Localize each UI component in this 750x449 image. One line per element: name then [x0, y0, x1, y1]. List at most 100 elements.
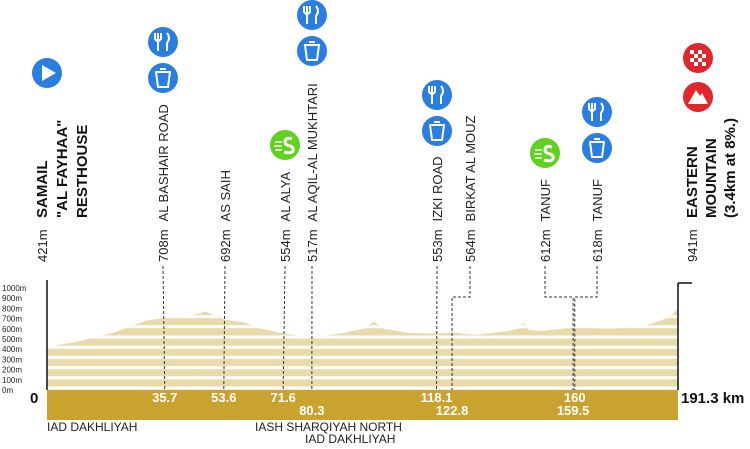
icon-circle [582, 97, 612, 127]
finish-name: EASTERN [684, 146, 701, 218]
region-label: IAD DAKHLIYAH [305, 432, 395, 446]
icon-circle [422, 116, 452, 146]
icon-glyph [154, 68, 172, 88]
km-label: 122.8 [436, 403, 469, 418]
icon-circle [148, 27, 178, 57]
icon-circle [297, 0, 327, 30]
waypoint-label: 708m AL BASHAIR ROAD [156, 104, 171, 262]
icon-glyph [303, 41, 321, 61]
y-tick-label: 700m [2, 315, 22, 324]
icon-glyph [694, 54, 698, 58]
km-label: 0 [30, 390, 38, 407]
waypoint-label: 554m AL ALYA [278, 172, 293, 262]
icon-circle [582, 133, 612, 163]
y-tick-label: 900m [2, 294, 22, 303]
y-tick-label: 500m [2, 335, 22, 344]
y-tick-label: 0m [2, 386, 13, 395]
icon-glyph [698, 50, 702, 54]
icon-glyph [702, 54, 706, 58]
waypoint-line [223, 265, 226, 391]
waypoint-altitude: 618m [590, 229, 605, 262]
icon-circle [422, 80, 452, 110]
icon-play [32, 58, 62, 88]
y-tick-label: 300m [2, 355, 22, 364]
waypoint-altitude: 553m [430, 229, 445, 262]
start-altitude: 421m [35, 229, 50, 262]
waypoint-line [574, 266, 598, 390]
icon-glyph [694, 62, 698, 66]
waypoint-altitude: 564m [463, 229, 478, 262]
waypoint-line [282, 265, 286, 391]
waypoint-label: 553m IZKI ROAD [430, 156, 445, 262]
km-label: 160 [564, 390, 586, 405]
waypoint-line [544, 266, 574, 390]
km-label: 71.6 [271, 390, 296, 405]
waypoint-label: 618m TANUF [590, 179, 605, 262]
finish-name: MOUNTAIN [703, 138, 720, 218]
icon-sprint [530, 138, 560, 168]
waypoint-name: TANUF [538, 179, 553, 221]
start-name: SAMAIL [34, 161, 51, 219]
waypoint-label: 612m TANUF [538, 179, 553, 262]
y-tick-label: 100m [2, 376, 22, 385]
waypoint-name: BIRKAT AL MOUZ [463, 115, 478, 221]
y-tick-label: 1000m [2, 284, 27, 293]
icon-glyph [690, 58, 694, 62]
icon-circle [297, 36, 327, 66]
icon-waste [582, 133, 612, 163]
icon-glyph [42, 65, 56, 81]
waypoint-label: 692m AS SAIH [218, 170, 233, 262]
icon-feed [582, 97, 612, 127]
km-label: 53.6 [211, 390, 236, 405]
waypoint-altitude: 517m [305, 229, 320, 262]
icon-glyph [428, 85, 444, 104]
icon-glyph [688, 90, 708, 104]
region-label: IAD DAKHLIYAH [47, 420, 137, 434]
icon-feed [422, 80, 452, 110]
icon-glyph [428, 121, 446, 141]
waypoint-line [162, 265, 166, 391]
icon-sprint [270, 130, 300, 160]
km-label: 80.3 [299, 403, 324, 418]
finish-altitude: 941m [685, 229, 700, 262]
waypoint-name: AL ALYA [278, 172, 293, 222]
km-label: 191.3 km [681, 390, 744, 407]
icon-feed [297, 0, 327, 30]
y-tick-label: 600m [2, 325, 22, 334]
waypoint-name: AL BASHAIR ROAD [156, 104, 171, 221]
y-tick-label: 200m [2, 366, 22, 375]
waypoint-altitude: 612m [538, 229, 553, 262]
icon-glyph [702, 62, 706, 66]
icon-mountain [683, 82, 713, 112]
icon-glyph [154, 32, 170, 51]
icon-waste [297, 36, 327, 66]
km-band [47, 390, 678, 420]
y-tick-label: 400m [2, 345, 22, 354]
icon-glyph [588, 102, 604, 121]
waypoint-label: 564m BIRKAT AL MOUZ [463, 115, 478, 262]
icon-glyph [534, 149, 542, 159]
region-label: IASH SHARQIYAH NORTH [255, 420, 402, 434]
y-tick-label: 800m [2, 304, 22, 313]
icon-glyph [274, 141, 282, 151]
icon-glyph [283, 136, 295, 155]
finish-name: (3.4km at 8%.) [722, 118, 739, 218]
km-label: 35.7 [152, 390, 177, 405]
waypoint-line [451, 266, 471, 390]
elevation-profile [47, 308, 678, 390]
waypoint-name: AS SAIH [218, 170, 233, 221]
waypoint-name: TANUF [590, 179, 605, 221]
icon-waste [422, 116, 452, 146]
km-label: 159.5 [557, 403, 590, 418]
start-name: RESTHOUSE [74, 125, 91, 218]
icon-feed [148, 27, 178, 57]
icon-glyph [698, 58, 702, 62]
waypoint-label: 517m AL AQIL-AL MUKHTARI [305, 83, 320, 262]
waypoint-altitude: 708m [156, 229, 171, 262]
icon-circle [148, 63, 178, 93]
icon-glyph [303, 5, 319, 24]
icon-glyph [588, 138, 606, 158]
waypoint-name: AL AQIL-AL MUKHTARI [305, 83, 320, 221]
icon-glyph [690, 50, 694, 54]
